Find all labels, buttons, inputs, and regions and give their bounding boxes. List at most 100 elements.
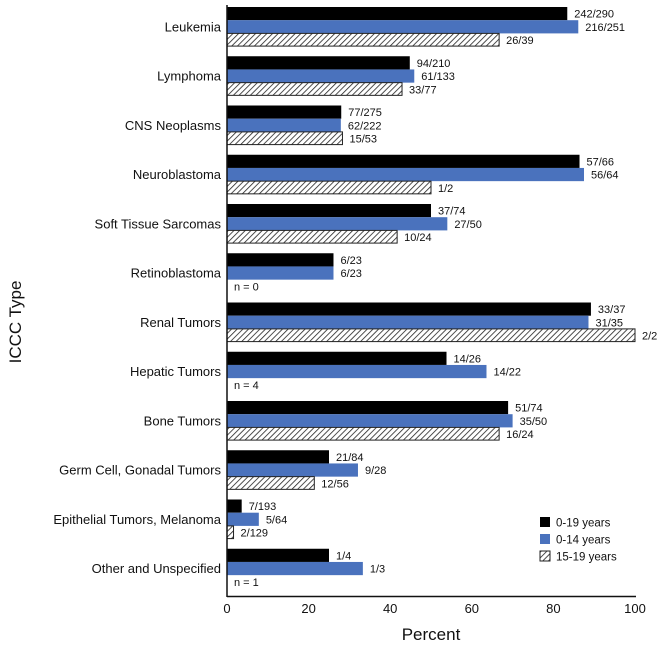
legend-label-0-19-years: 0-19 years bbox=[556, 518, 611, 530]
bar-label-0-14-years-germ-cell-gonadal-tumors: 9/28 bbox=[365, 465, 386, 477]
bar-label-0-14-years-epithelial-tumors-melanoma: 5/64 bbox=[266, 514, 287, 526]
x-tick-40: 40 bbox=[383, 601, 397, 616]
bar-label-0-14-years-lymphoma: 61/133 bbox=[421, 71, 455, 83]
x-tick-100: 100 bbox=[624, 601, 646, 616]
bar-label-0-14-years-soft-tissue-sarcomas: 27/50 bbox=[454, 219, 482, 231]
annotation-hepatic-tumors: n = 4 bbox=[234, 380, 259, 392]
category-label-bone-tumors: Bone Tumors bbox=[144, 413, 222, 428]
bar-15-19-years-cns-neoplasms bbox=[226, 131, 343, 146]
legend-swatch-0-14-years bbox=[540, 534, 550, 544]
category-label-neuroblastoma: Neuroblastoma bbox=[133, 167, 222, 182]
y-axis-title: ICCC Type bbox=[6, 281, 25, 364]
legend: 0-19 years 0-14 years 15-19 years bbox=[539, 517, 617, 564]
category-label-leukemia: Leukemia bbox=[165, 19, 222, 34]
bar-0-14-years-leukemia bbox=[227, 20, 579, 34]
bar-label-0-14-years-bone-tumors: 35/50 bbox=[520, 416, 548, 428]
category-label-lymphoma: Lymphoma bbox=[157, 69, 222, 84]
bar-0-19-years-hepatic-tumors bbox=[227, 351, 447, 365]
bar-label-0-14-years-leukemia: 216/251 bbox=[585, 22, 625, 34]
category-label-epithelial-tumors-melanoma: Epithelial Tumors, Melanoma bbox=[53, 512, 221, 527]
bar-label-0-14-years-other-and-unspecified: 1/3 bbox=[370, 564, 385, 576]
bar-0-14-years-other-and-unspecified bbox=[227, 561, 363, 576]
bar-0-19-years-leukemia bbox=[227, 7, 568, 21]
category-label-retinoblastoma: Retinoblastoma bbox=[131, 266, 222, 281]
bar-label-15-19-years-neuroblastoma: 1/2 bbox=[438, 183, 453, 195]
bar-label-0-19-years-soft-tissue-sarcomas: 37/74 bbox=[438, 206, 466, 218]
bar-0-19-years-lymphoma bbox=[227, 56, 410, 70]
bar-label-15-19-years-soft-tissue-sarcomas: 10/24 bbox=[404, 232, 432, 244]
category-label-renal-tumors: Renal Tumors bbox=[140, 315, 221, 330]
bar-label-15-19-years-cns-neoplasms: 15/53 bbox=[349, 134, 377, 146]
bar-label-15-19-years-bone-tumors: 16/24 bbox=[506, 429, 534, 441]
category-label-soft-tissue-sarcomas: Soft Tissue Sarcomas bbox=[95, 216, 222, 231]
bar-0-14-years-hepatic-tumors bbox=[227, 364, 487, 379]
bar-0-19-years-soft-tissue-sarcomas bbox=[227, 204, 431, 218]
bar-0-19-years-cns-neoplasms bbox=[227, 105, 342, 119]
annotation-other-and-unspecified: n = 1 bbox=[234, 577, 259, 589]
bar-label-0-14-years-neuroblastoma: 56/64 bbox=[591, 170, 619, 182]
x-tick-labels: 0 20 40 60 80 100 bbox=[223, 601, 645, 616]
category-labels: Leukemia Lymphoma CNS Neoplasms Neuroblasto… bbox=[53, 19, 221, 576]
bar-0-19-years-neuroblastoma bbox=[227, 154, 580, 168]
bar-label-0-19-years-germ-cell-gonadal-tumors: 21/84 bbox=[336, 452, 364, 464]
legend-label-0-14-years: 0-14 years bbox=[556, 535, 611, 547]
bars-layer bbox=[226, 7, 636, 576]
bar-label-15-19-years-renal-tumors: 2/2 bbox=[642, 331, 657, 343]
annotations: n = 0 n = 4 n = 1 bbox=[234, 281, 259, 588]
x-axis-title: Percent bbox=[402, 625, 461, 644]
bar-label-0-19-years-other-and-unspecified: 1/4 bbox=[336, 550, 351, 562]
bar-15-19-years-soft-tissue-sarcomas bbox=[226, 229, 398, 244]
bar-label-0-14-years-retinoblastoma: 6/23 bbox=[340, 268, 361, 280]
bar-label-0-14-years-cns-neoplasms: 62/222 bbox=[348, 120, 382, 132]
bar-label-0-19-years-cns-neoplasms: 77/275 bbox=[348, 107, 382, 119]
category-label-hepatic-tumors: Hepatic Tumors bbox=[130, 364, 222, 379]
bar-0-19-years-germ-cell-gonadal-tumors bbox=[227, 450, 329, 464]
bar-0-14-years-soft-tissue-sarcomas bbox=[227, 217, 448, 231]
bar-15-19-years-epithelial-tumors-melanoma bbox=[226, 525, 235, 540]
bar-0-19-years-bone-tumors bbox=[227, 401, 509, 415]
x-tick-80: 80 bbox=[546, 601, 560, 616]
x-tick-0: 0 bbox=[223, 601, 230, 616]
bar-0-14-years-lymphoma bbox=[227, 69, 415, 83]
bar-label-0-14-years-hepatic-tumors: 14/22 bbox=[493, 367, 521, 379]
x-tick-20: 20 bbox=[301, 601, 315, 616]
category-label-cns-neoplasms: CNS Neoplasms bbox=[125, 118, 222, 133]
bar-label-0-19-years-renal-tumors: 33/37 bbox=[598, 304, 626, 316]
annotation-retinoblastoma: n = 0 bbox=[234, 281, 259, 293]
bar-15-19-years-renal-tumors bbox=[226, 328, 636, 343]
category-label-germ-cell-gonadal-tumors: Germ Cell, Gonadal Tumors bbox=[59, 463, 221, 478]
bar-0-14-years-neuroblastoma bbox=[227, 167, 584, 182]
legend-swatch-0-19-years bbox=[540, 517, 550, 527]
bar-0-14-years-germ-cell-gonadal-tumors bbox=[227, 463, 358, 477]
bar-label-0-19-years-retinoblastoma: 6/23 bbox=[340, 255, 361, 267]
bar-0-14-years-bone-tumors bbox=[227, 414, 513, 428]
bar-label-0-19-years-leukemia: 242/290 bbox=[574, 9, 614, 21]
bar-0-19-years-renal-tumors bbox=[227, 302, 591, 316]
bar-0-19-years-other-and-unspecified bbox=[227, 548, 329, 562]
bar-15-19-years-germ-cell-gonadal-tumors bbox=[226, 476, 315, 490]
bar-0-14-years-epithelial-tumors-melanoma bbox=[227, 512, 259, 526]
bar-15-19-years-bone-tumors bbox=[226, 426, 500, 441]
bar-0-14-years-retinoblastoma bbox=[227, 266, 334, 280]
bar-label-0-19-years-lymphoma: 94/210 bbox=[417, 58, 451, 70]
bar-0-19-years-epithelial-tumors-melanoma bbox=[227, 499, 242, 513]
bar-label-15-19-years-germ-cell-gonadal-tumors: 12/56 bbox=[321, 478, 349, 490]
bar-0-14-years-renal-tumors bbox=[227, 315, 589, 329]
bar-label-0-14-years-renal-tumors: 31/35 bbox=[595, 317, 623, 329]
bar-label-0-19-years-epithelial-tumors-melanoma: 7/193 bbox=[249, 501, 277, 513]
bar-label-15-19-years-epithelial-tumors-melanoma: 2/129 bbox=[241, 528, 269, 540]
bar-label-0-19-years-neuroblastoma: 57/66 bbox=[587, 156, 615, 168]
legend-label-15-19-years: 15-19 years bbox=[556, 552, 617, 564]
bar-label-15-19-years-lymphoma: 33/77 bbox=[409, 84, 437, 96]
bar-15-19-years-leukemia bbox=[226, 32, 500, 47]
legend-swatch-15-19-years bbox=[539, 550, 551, 562]
bar-label-0-19-years-hepatic-tumors: 14/26 bbox=[454, 353, 482, 365]
bar-15-19-years-neuroblastoma bbox=[226, 180, 432, 195]
category-label-other-and-unspecified: Other and Unspecified bbox=[92, 561, 221, 576]
x-tick-60: 60 bbox=[465, 601, 479, 616]
bar-0-14-years-cns-neoplasms bbox=[227, 118, 341, 132]
bar-label-0-19-years-bone-tumors: 51/74 bbox=[515, 403, 543, 415]
bar-label-15-19-years-leukemia: 26/39 bbox=[506, 35, 534, 47]
